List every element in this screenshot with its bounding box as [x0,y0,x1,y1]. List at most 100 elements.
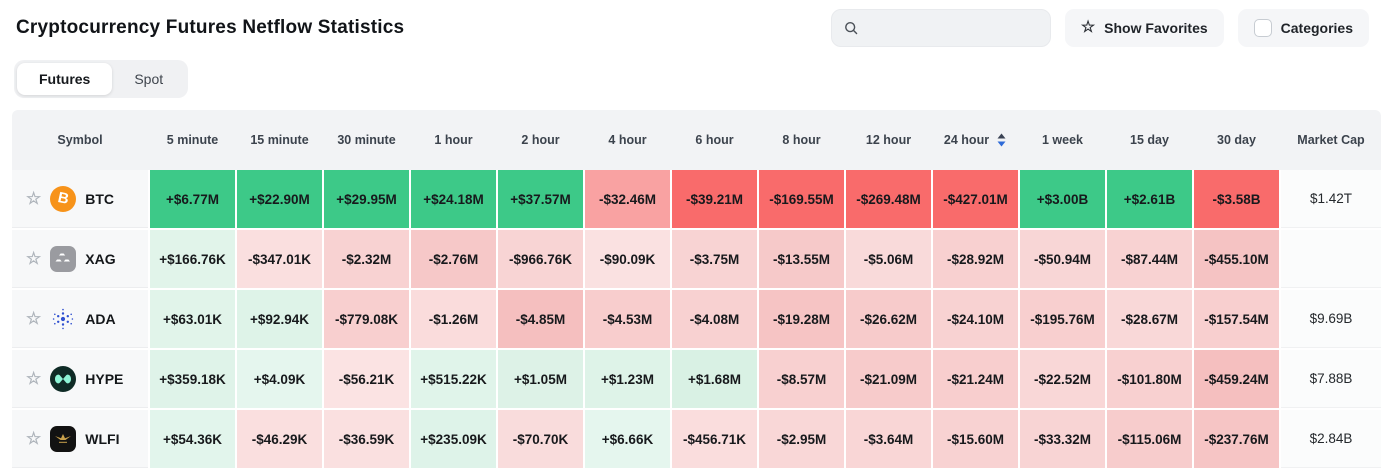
netflow-cell: -$3.64M [846,410,931,468]
symbol-label: HYPE [85,370,124,387]
netflow-cell: -$115.06M [1107,410,1192,468]
column-header-24-hour[interactable]: 24 hour [933,110,1018,170]
netflow-cell: -$3.75M [672,230,757,288]
favorite-star-icon[interactable]: ☆ [26,369,42,388]
netflow-cell: -$4.85M [498,290,583,348]
show-favorites-button[interactable]: ☆ Show Favorites [1064,9,1224,47]
netflow-cell: +$22.90M [237,170,322,228]
netflow-cell: -$21.24M [933,350,1018,408]
netflow-cell: +$1.05M [498,350,583,408]
netflow-cell: +$235.09K [411,410,496,468]
search-input[interactable] [866,20,1038,36]
tab-spot[interactable]: Spot [112,63,185,95]
column-header-2-hour[interactable]: 2 hour [498,110,583,170]
table-row-btc[interactable]: ☆ B BTC +$6.77M +$22.90M +$29.95M +$24.18M +$37… [12,170,1381,228]
symbol-cell[interactable]: ☆ WLFI [12,410,148,468]
column-header-4-hour[interactable]: 4 hour [585,110,670,170]
market-type-tabs: Futures Spot [14,60,189,98]
netflow-cell: +$4.09K [237,350,322,408]
column-header-label: 2 hour [521,133,560,147]
netflow-cell: +$54.36K [150,410,235,468]
netflow-cell: -$22.52M [1020,350,1105,408]
column-header-label: 8 hour [782,133,821,147]
netflow-cell: -$455.10M [1194,230,1279,288]
column-header-12-hour[interactable]: 12 hour [846,110,931,170]
netflow-cell: -$779.08K [324,290,409,348]
column-header-label: 15 minute [250,133,309,147]
market-cap-cell: $7.88B [1281,350,1381,408]
column-header-8-hour[interactable]: 8 hour [759,110,844,170]
column-header-label: 4 hour [608,133,647,147]
column-header-30-minute[interactable]: 30 minute [324,110,409,170]
market-cap-cell: $9.69B [1281,290,1381,348]
netflow-cell: -$2.95M [759,410,844,468]
netflow-cell: -$1.26M [411,290,496,348]
table-row-ada[interactable]: ☆ ADA +$63.01K +$92.94K -$779.08K -$1.26M -$4.… [12,290,1381,348]
column-header-label: 15 day [1130,133,1169,147]
search-box[interactable] [830,9,1051,47]
netflow-cell: -$3.58B [1194,170,1279,228]
column-header-1-hour[interactable]: 1 hour [411,110,496,170]
netflow-cell: -$70.70K [498,410,583,468]
netflow-cell: -$5.06M [846,230,931,288]
netflow-cell: -$101.80M [1107,350,1192,408]
netflow-cell: -$21.09M [846,350,931,408]
netflow-cell: -$427.01M [933,170,1018,228]
column-header-label: 5 minute [166,133,219,147]
star-icon: ☆ [1080,19,1096,36]
symbol-cell[interactable]: ☆ B BTC [12,170,148,228]
netflow-cell: -$269.48M [846,170,931,228]
symbol-label: BTC [85,190,115,207]
column-header-label: 12 hour [865,133,912,147]
categories-checkbox[interactable] [1253,19,1272,37]
column-header-label: 30 day [1217,133,1256,147]
column-header-label: 6 hour [695,133,734,147]
sort-icon[interactable] [996,132,1007,148]
netflow-cell: -$169.55M [759,170,844,228]
netflow-cell: -$347.01K [237,230,322,288]
table-row-xag[interactable]: ☆ XAG +$166.76K -$347.01K -$2.32M -$2.76M -$96… [12,230,1381,288]
column-header-15-day[interactable]: 15 day [1107,110,1192,170]
column-header-label: 30 minute [337,133,396,147]
categories-button[interactable]: Categories [1237,9,1369,47]
column-header-label: 1 week [1041,133,1083,147]
favorite-star-icon[interactable]: ☆ [26,249,42,268]
table-row-hype[interactable]: ☆ HYPE +$359.18K +$4.09K -$56.21K +$515.22K +$… [12,350,1381,408]
symbol-cell[interactable]: ☆ ADA [12,290,148,348]
netflow-cell: -$32.46M [585,170,670,228]
column-header-6-hour[interactable]: 6 hour [672,110,757,170]
netflow-cell: -$26.62M [846,290,931,348]
table-row-wlfi[interactable]: ☆ WLFI +$54.36K -$46.29K -$36.59K +$235.09K -$… [12,410,1381,468]
column-header-symbol[interactable]: Symbol [12,110,148,170]
show-favorites-label: Show Favorites [1104,20,1208,36]
xag-silver-icon [50,245,77,272]
column-header-1-week[interactable]: 1 week [1020,110,1105,170]
favorite-star-icon[interactable]: ☆ [26,429,42,448]
netflow-cell: -$966.76K [498,230,583,288]
netflow-cell: -$39.21M [672,170,757,228]
table-header-row: Symbol 5 minute 15 minute 30 minute 1 hour 2 … [12,110,1381,170]
favorite-star-icon[interactable]: ☆ [26,189,42,208]
column-header-market-cap[interactable]: Market Cap [1281,110,1381,170]
column-header-30-day[interactable]: 30 day [1194,110,1279,170]
symbol-cell[interactable]: ☆ HYPE [12,350,148,408]
column-header-5-minute[interactable]: 5 minute [150,110,235,170]
netflow-cell: -$456.71K [672,410,757,468]
market-cap-cell: $2.84B [1281,410,1381,468]
tab-futures[interactable]: Futures [17,63,113,95]
netflow-cell: +$3.00B [1020,170,1105,228]
column-header-15-minute[interactable]: 15 minute [237,110,322,170]
wlfi-coin-icon [50,425,77,452]
page-title: Cryptocurrency Futures Netflow Statistic… [16,17,405,38]
search-icon [844,21,858,35]
column-header-label: 24 hour [943,133,990,147]
netflow-cell: -$13.55M [759,230,844,288]
symbol-cell[interactable]: ☆ XAG [12,230,148,288]
favorite-star-icon[interactable]: ☆ [26,309,42,328]
netflow-cell: -$19.28M [759,290,844,348]
netflow-cell: -$8.57M [759,350,844,408]
netflow-cell: -$56.21K [324,350,409,408]
netflow-cell: -$24.10M [933,290,1018,348]
netflow-cell: -$4.53M [585,290,670,348]
symbol-label: WLFI [85,430,120,447]
